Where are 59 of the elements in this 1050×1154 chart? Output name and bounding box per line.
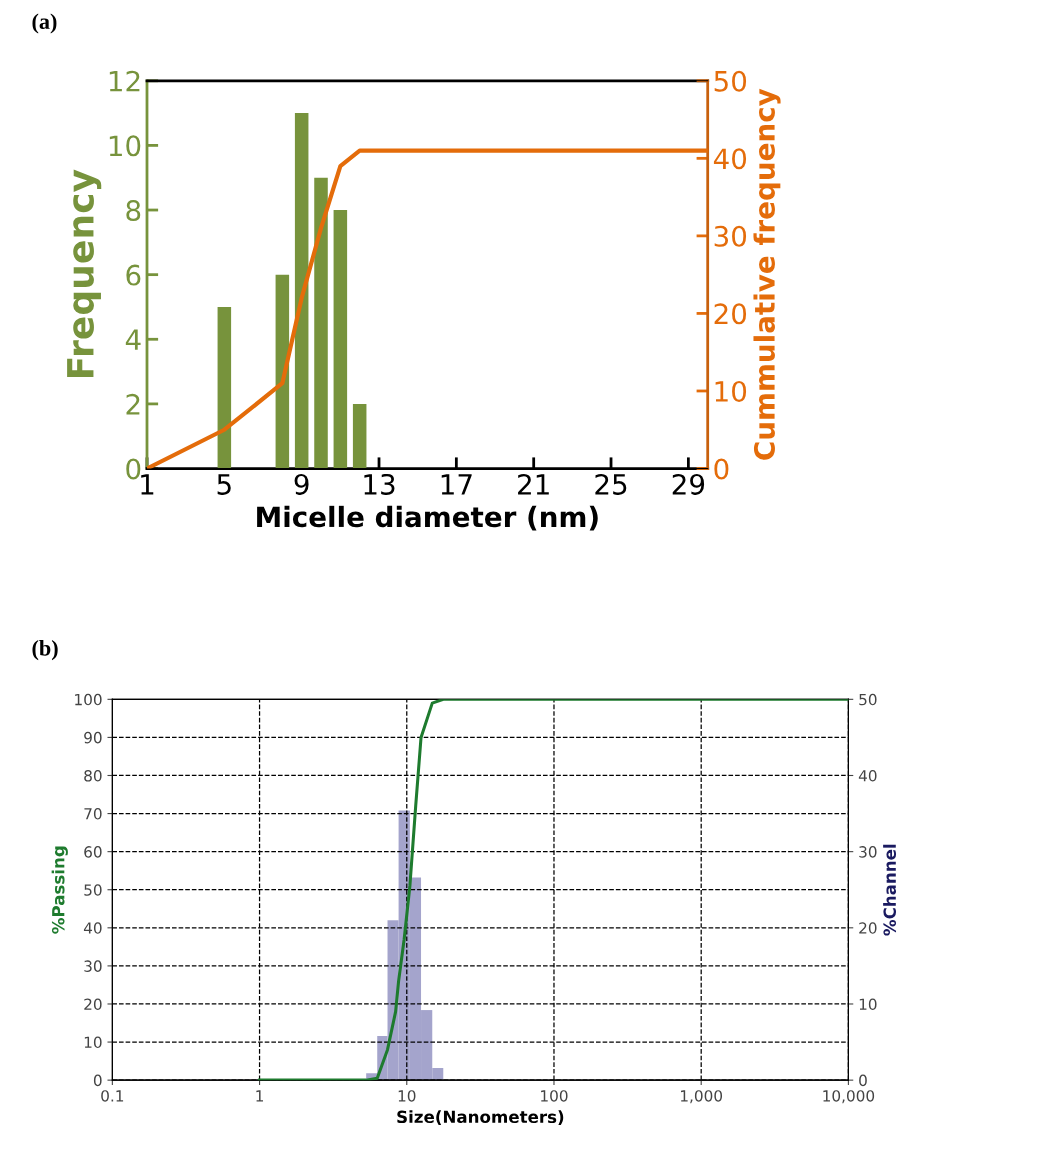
chart-title: (b) bbox=[32, 640, 58, 661]
y-tick-label: 12 bbox=[109, 70, 140, 92]
x-tick-label: 9 bbox=[294, 473, 309, 495]
x-axis-title: Size(Nanometers) bbox=[397, 1110, 564, 1126]
x-tick-label: 17 bbox=[441, 474, 472, 495]
y2-tick-label: 30 bbox=[859, 846, 877, 858]
bar bbox=[217, 306, 232, 469]
chart-title: (a) bbox=[32, 13, 57, 34]
x-tick-label: 29 bbox=[672, 473, 705, 495]
y2-tick-label: 0 bbox=[859, 1074, 867, 1087]
y-tick-label: 40 bbox=[83, 922, 102, 934]
x-tick-label: 5 bbox=[217, 474, 231, 495]
y-tick-label: 0 bbox=[93, 1074, 102, 1087]
y-tick-label: 10 bbox=[84, 1036, 102, 1049]
y-tick-label: 50 bbox=[84, 884, 102, 896]
x-tick-label: 1 bbox=[141, 474, 154, 495]
y-tick-label: 20 bbox=[84, 998, 102, 1010]
y2-tick-label: 20 bbox=[714, 303, 747, 325]
y2-tick-label: 40 bbox=[713, 148, 747, 170]
y-tick-label: 70 bbox=[84, 808, 102, 820]
y2-tick-label: 40 bbox=[858, 769, 877, 782]
bar bbox=[352, 403, 367, 469]
y-tick-label: 80 bbox=[84, 769, 102, 782]
x-axis-title: Micelle diameter (nm) bbox=[257, 505, 598, 531]
y-tick-label: 60 bbox=[84, 846, 102, 858]
x-tick-label: 13 bbox=[364, 473, 395, 495]
y2-tick-label: 0 bbox=[714, 458, 729, 480]
y2-tick-label: 30 bbox=[714, 225, 747, 247]
y-tick-label: 0 bbox=[126, 458, 141, 480]
y2-tick-label: 50 bbox=[714, 70, 747, 92]
line-series bbox=[147, 148, 708, 469]
y-tick-label: 8 bbox=[126, 199, 141, 221]
x-tick-label: 10 bbox=[398, 1090, 416, 1102]
y-tick-label: 4 bbox=[125, 329, 141, 350]
y-tick-label: 30 bbox=[84, 960, 102, 972]
bar bbox=[275, 274, 290, 469]
y2-tick-label: 50 bbox=[859, 693, 877, 706]
x-tick-label: 0.1 bbox=[101, 1090, 124, 1102]
x-tick-label: 10,000 bbox=[823, 1090, 875, 1104]
y-tick-label: 6 bbox=[126, 264, 141, 286]
y2-tick-label: 20 bbox=[859, 922, 877, 934]
y2-axis-title: %Channel bbox=[883, 844, 897, 936]
bar bbox=[314, 177, 328, 469]
x-tick-label: 25 bbox=[595, 473, 627, 495]
y-tick-label: 100 bbox=[75, 693, 102, 706]
bar bbox=[333, 210, 348, 469]
x-tick-label: 1 bbox=[256, 1090, 264, 1102]
x-tick-label: 1,000 bbox=[681, 1090, 723, 1104]
y2-tick-label: 10 bbox=[715, 380, 747, 402]
y-axis-title: %Passing bbox=[51, 846, 68, 934]
y-tick-label: 10 bbox=[109, 135, 141, 157]
x-tick-label: 100 bbox=[541, 1090, 568, 1102]
y2-tick-label: 10 bbox=[859, 998, 877, 1010]
y-tick-label: 2 bbox=[126, 393, 140, 415]
y-tick-label: 90 bbox=[84, 731, 102, 744]
bar bbox=[294, 113, 309, 469]
y2-axis-title: Cummulative frequency bbox=[753, 88, 781, 460]
x-tick-label: 21 bbox=[518, 473, 549, 495]
y-axis-title: Frequency bbox=[67, 169, 102, 378]
